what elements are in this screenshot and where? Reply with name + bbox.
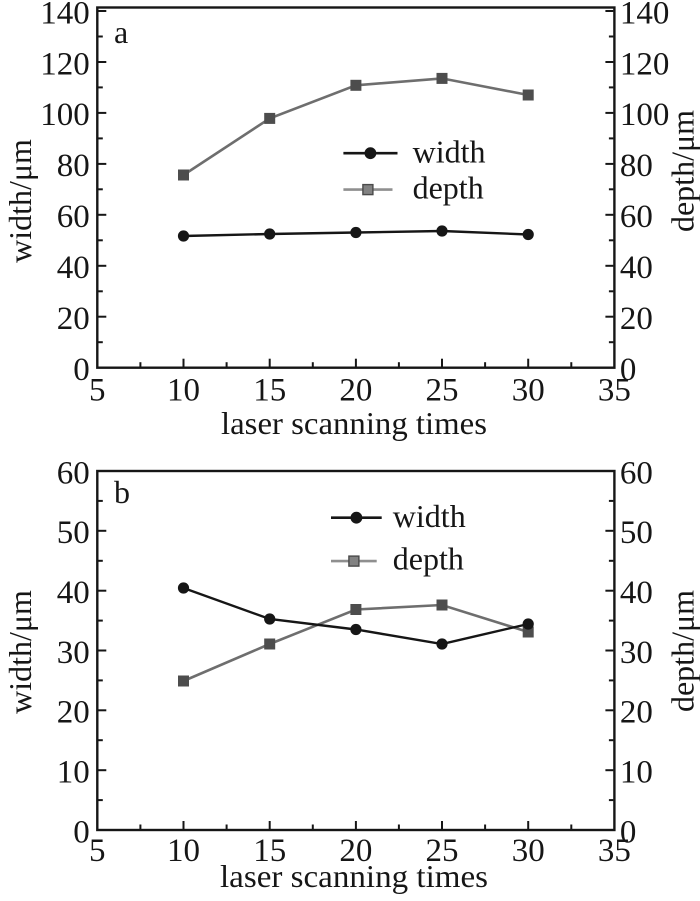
- svg-text:30: 30: [512, 833, 545, 869]
- svg-text:25: 25: [426, 833, 459, 869]
- svg-text:60: 60: [57, 199, 90, 235]
- svg-text:40: 40: [57, 250, 90, 286]
- svg-text:5: 5: [89, 373, 106, 409]
- svg-text:width: width: [413, 134, 486, 170]
- svg-text:a: a: [114, 14, 128, 50]
- svg-text:20: 20: [620, 301, 653, 337]
- svg-text:0: 0: [620, 814, 637, 850]
- svg-text:10: 10: [620, 755, 653, 791]
- svg-text:15: 15: [253, 833, 286, 869]
- svg-text:100: 100: [40, 97, 90, 133]
- svg-text:depth/μm: depth/μm: [665, 110, 700, 232]
- svg-text:50: 50: [620, 515, 653, 551]
- svg-text:15: 15: [253, 373, 286, 409]
- svg-text:width/μm: width/μm: [2, 139, 38, 263]
- svg-text:40: 40: [620, 250, 653, 286]
- svg-text:depth: depth: [413, 169, 484, 205]
- svg-text:25: 25: [426, 373, 459, 409]
- svg-text:depth: depth: [393, 541, 464, 577]
- svg-text:10: 10: [57, 755, 90, 791]
- svg-text:120: 120: [40, 46, 90, 82]
- svg-text:30: 30: [57, 635, 90, 671]
- svg-text:100: 100: [620, 97, 670, 133]
- svg-text:depth/μm: depth/μm: [665, 590, 700, 712]
- svg-text:140: 140: [620, 0, 670, 31]
- svg-text:0: 0: [73, 814, 90, 850]
- svg-text:10: 10: [167, 833, 200, 869]
- svg-text:20: 20: [57, 301, 90, 337]
- svg-text:30: 30: [512, 373, 545, 409]
- svg-text:60: 60: [620, 455, 653, 491]
- svg-text:35: 35: [598, 373, 631, 409]
- svg-text:laser scanning times: laser scanning times: [220, 858, 488, 894]
- svg-text:0: 0: [620, 352, 637, 388]
- svg-text:10: 10: [167, 373, 200, 409]
- svg-text:20: 20: [339, 833, 372, 869]
- svg-text:40: 40: [620, 575, 653, 611]
- svg-text:width: width: [393, 498, 466, 534]
- svg-text:35: 35: [598, 833, 631, 869]
- svg-text:40: 40: [57, 575, 90, 611]
- svg-text:0: 0: [73, 352, 90, 388]
- svg-text:60: 60: [620, 199, 653, 235]
- svg-text:30: 30: [620, 635, 653, 671]
- svg-text:5: 5: [89, 833, 106, 869]
- svg-text:laser scanning times: laser scanning times: [221, 405, 487, 441]
- svg-text:20: 20: [339, 373, 372, 409]
- svg-text:120: 120: [620, 46, 670, 82]
- svg-text:20: 20: [57, 695, 90, 731]
- svg-text:140: 140: [40, 0, 90, 31]
- svg-text:b: b: [114, 474, 130, 510]
- svg-text:80: 80: [620, 148, 653, 184]
- svg-text:width/μm: width/μm: [2, 590, 38, 714]
- svg-text:20: 20: [620, 695, 653, 731]
- svg-text:60: 60: [57, 455, 90, 491]
- svg-text:80: 80: [57, 148, 90, 184]
- svg-text:50: 50: [57, 515, 90, 551]
